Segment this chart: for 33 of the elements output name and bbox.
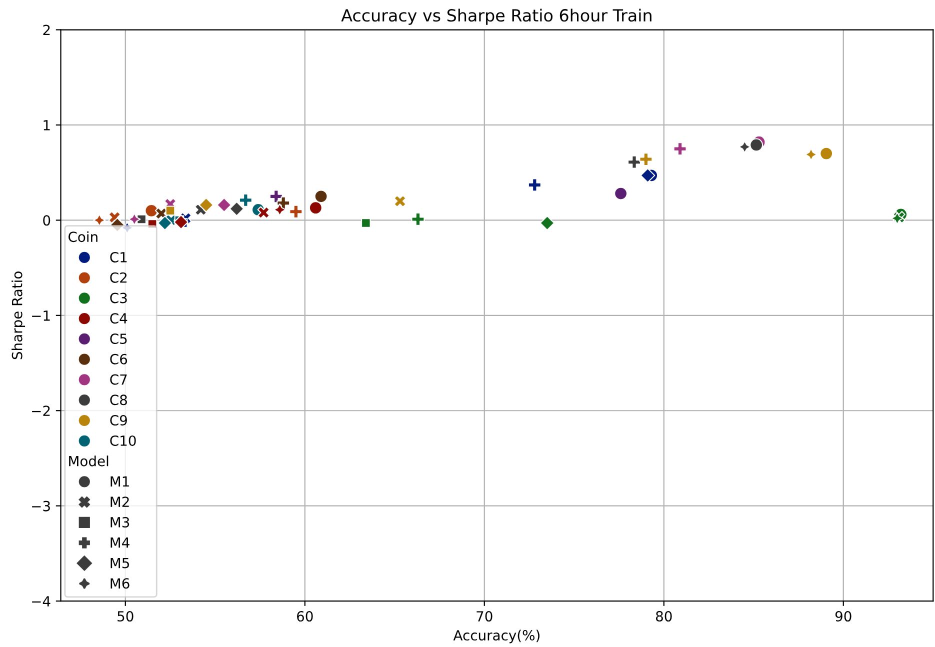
legend-label: M5 xyxy=(110,558,129,568)
y-axis-title: Sharpe Ratio xyxy=(12,272,26,360)
chart-title: Accuracy vs Sharpe Ratio 6hour Train xyxy=(341,8,652,25)
y-tick-label: −1 xyxy=(32,310,50,321)
y-tick-label: −4 xyxy=(32,596,50,606)
legend-label: C9 xyxy=(110,415,127,426)
legend-label: M3 xyxy=(110,516,130,528)
legend-label: C1 xyxy=(110,252,127,262)
y-tick-label: 0 xyxy=(43,215,50,226)
y-tick-label: −2 xyxy=(32,406,50,416)
y-tick-label: −3 xyxy=(32,500,50,512)
legend-label: C10 xyxy=(110,435,136,446)
legend-label: C4 xyxy=(110,313,128,324)
y-tick-label: 2 xyxy=(43,24,50,36)
x-tick-label: 50 xyxy=(118,611,134,622)
legend-label: C7 xyxy=(110,374,127,385)
annotation: Model xyxy=(69,456,108,466)
legend-label: M6 xyxy=(110,578,130,589)
x-tick-label: 80 xyxy=(656,611,672,622)
legend-label: C3 xyxy=(110,292,127,304)
legend-label: C8 xyxy=(110,394,127,406)
legend-label: M1 xyxy=(110,476,129,487)
x-axis-title: Accuracy(%) xyxy=(453,630,540,644)
legend-label: C2 xyxy=(110,272,127,283)
x-tick-label: 70 xyxy=(476,611,492,622)
legend-label: M2 xyxy=(110,496,129,507)
legend-label: C6 xyxy=(110,354,128,364)
legend-label: C5 xyxy=(110,334,127,344)
legend-label: M4 xyxy=(110,538,130,548)
x-tick-label: 60 xyxy=(297,611,313,622)
x-tick-label: 90 xyxy=(835,611,852,622)
legend-title: Coin xyxy=(68,231,98,242)
y-tick-label: 1 xyxy=(44,120,50,130)
